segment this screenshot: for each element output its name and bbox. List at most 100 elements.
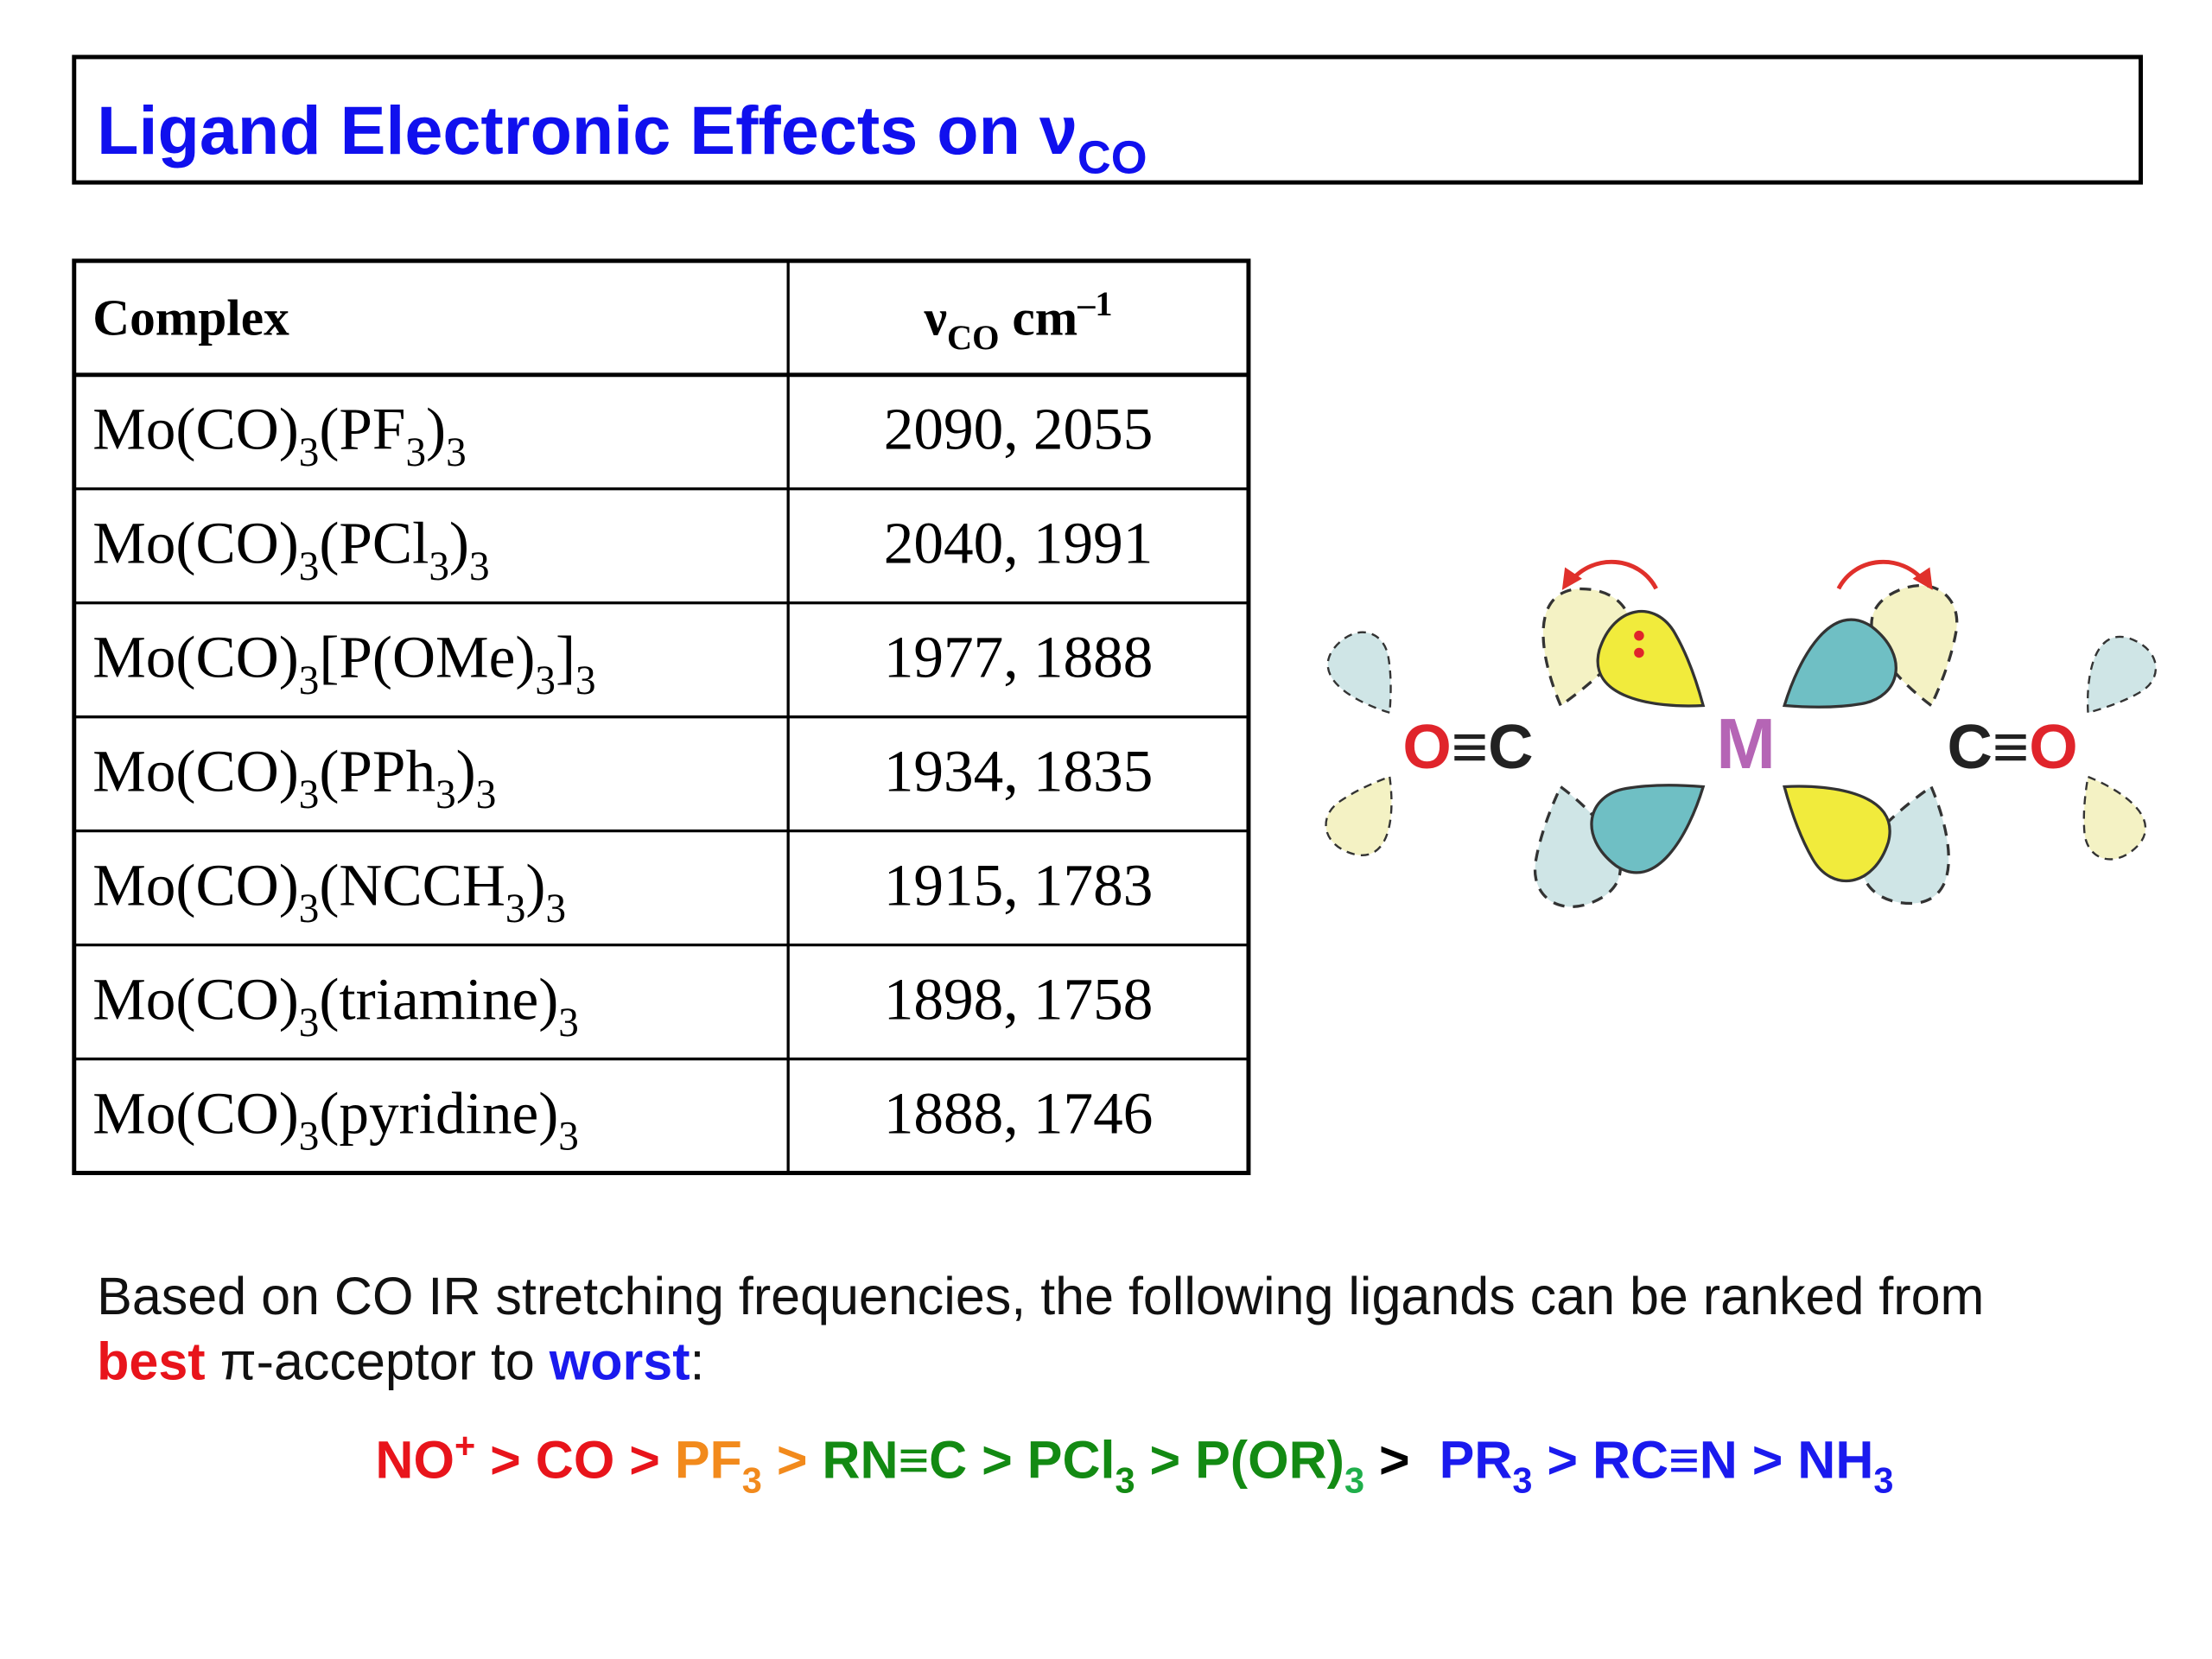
orbital-lobe (1315, 758, 1414, 867)
table-cell: Mo(CO)3(PCl3)3 (92, 510, 489, 589)
header-cell: νCO cm–1 (924, 284, 1113, 357)
subscript: 3 (742, 1460, 762, 1501)
arrow-head (1912, 567, 1933, 590)
text-run: π-acceptor to (206, 1332, 550, 1391)
text-run: (PPh (319, 737, 435, 804)
subscript: 3 (575, 658, 596, 703)
text-run: 1915, 1783 (884, 851, 1154, 918)
table-cell: Mo(CO)3(triamine)3 (92, 965, 579, 1045)
subscript: 3 (505, 887, 526, 931)
text-run: > (762, 1431, 823, 1490)
subscript: 3 (1115, 1460, 1135, 1501)
subscript: 3 (299, 544, 320, 589)
text-run: C≡ (1947, 712, 2029, 782)
text-run: cm (1000, 289, 1078, 346)
subscript: CO (947, 318, 1000, 357)
header-cell: Complex (92, 289, 289, 346)
table-cell: 1915, 1783 (884, 851, 1154, 918)
subscript: 3 (435, 772, 456, 817)
superscript: + (454, 1425, 475, 1465)
text-run: (PCl (319, 510, 429, 576)
subscript: 3 (469, 544, 490, 589)
orbital-diagram: O≡C M C≡O (1315, 560, 2167, 918)
text-run: ) (525, 851, 545, 918)
text-run: O (1402, 712, 1451, 782)
text-run: Complex (92, 289, 289, 346)
subscript: 3 (299, 658, 320, 703)
metal-label: M (1716, 704, 1776, 784)
subscript: 3 (1344, 1460, 1364, 1501)
table-cell: 1898, 1758 (884, 965, 1154, 1032)
text-run: Mo(CO) (92, 737, 299, 804)
text-run: ≡C (1452, 712, 1534, 782)
text-run: Mo(CO) (92, 965, 299, 1032)
text-run: NO (375, 1431, 454, 1490)
text-run: ) (449, 510, 469, 576)
text-run: RN≡C > PCl (822, 1431, 1115, 1490)
text-run: O (2029, 712, 2077, 782)
text-run: 1888, 1746 (884, 1079, 1154, 1146)
text-run: 1977, 1888 (884, 624, 1154, 690)
text-run: ) (456, 737, 476, 804)
subscript: 3 (299, 1115, 320, 1160)
text-run: PR (1440, 1431, 1513, 1490)
table: Complex νCO cm–1Mo(CO)3(PF3)3 2090, 2055Mo… (72, 258, 1251, 1175)
text-run: Ligand Electronic Effects on ν (97, 92, 1077, 168)
subscript: 3 (299, 887, 320, 931)
text-run: Based on CO IR stretching frequencies, t… (97, 1267, 1984, 1325)
text-run: Mo(CO) (92, 1079, 299, 1146)
text-run: > P(OR) (1135, 1431, 1344, 1490)
subscript: 3 (299, 772, 320, 817)
subscript: 3 (429, 544, 449, 589)
table-cell: 1934, 1835 (884, 737, 1154, 804)
arrow (1568, 560, 1658, 590)
subscript: 3 (1512, 1460, 1532, 1501)
subscript: 3 (1873, 1460, 1893, 1501)
text-run: (NCCH (319, 851, 505, 918)
text-run: worst (549, 1332, 690, 1391)
subscript: 3 (405, 430, 426, 475)
text-run: (pyridine) (319, 1079, 558, 1146)
subscript: 3 (446, 430, 467, 475)
text-run: 1934, 1835 (884, 737, 1154, 804)
subscript: 3 (299, 1001, 320, 1046)
title-box (72, 54, 2143, 185)
text-run: Mo(CO) (92, 851, 299, 918)
ranking: NO+ > CO > PF3 > RN≡C > PCl3 > P(OR)3 > … (375, 1425, 1893, 1500)
text-run: (PF (319, 396, 405, 462)
electron (1634, 630, 1644, 641)
text-run: > RC≡N > NH (1532, 1431, 1873, 1490)
subscript: 3 (558, 1115, 579, 1160)
subscript: CO (1077, 131, 1147, 183)
arrow-head (1561, 567, 1582, 590)
table-cell: 2040, 1991 (884, 510, 1154, 576)
subscript: 3 (299, 430, 320, 475)
text-run: 2090, 2055 (884, 396, 1154, 462)
table-cell: Mo(CO)3(NCCH3)3 (92, 851, 566, 931)
text-run: Mo(CO) (92, 510, 299, 576)
table-cell: Mo(CO)3(PF3)3 (92, 396, 466, 475)
text-run: Mo(CO) (92, 396, 299, 462)
table-cell: Mo(CO)3[P(OMe)3]3 (92, 624, 595, 703)
ligand-label: O≡C (1402, 712, 1533, 782)
subscript: 3 (535, 658, 556, 703)
subscript: 3 (558, 1001, 579, 1046)
orbital-lobe (2064, 625, 2167, 734)
table-cell: 1977, 1888 (884, 624, 1154, 690)
text-run: (triamine) (319, 965, 558, 1032)
text-run: > CO > (475, 1431, 675, 1490)
electron (1634, 647, 1644, 658)
text-run: > (1364, 1431, 1440, 1490)
text-run: ) (426, 396, 446, 462)
text-run: 1898, 1758 (884, 965, 1154, 1032)
text-run: best (97, 1332, 205, 1391)
subscript: 3 (476, 772, 497, 817)
superscript: –1 (1077, 284, 1112, 323)
note-line: best π-acceptor to worst: (97, 1332, 704, 1391)
ligand-label: C≡O (1947, 712, 2077, 782)
text-run: Mo(CO) (92, 624, 299, 690)
table-cell: Mo(CO)3(pyridine)3 (92, 1079, 579, 1159)
text-run: 2040, 1991 (884, 510, 1154, 576)
